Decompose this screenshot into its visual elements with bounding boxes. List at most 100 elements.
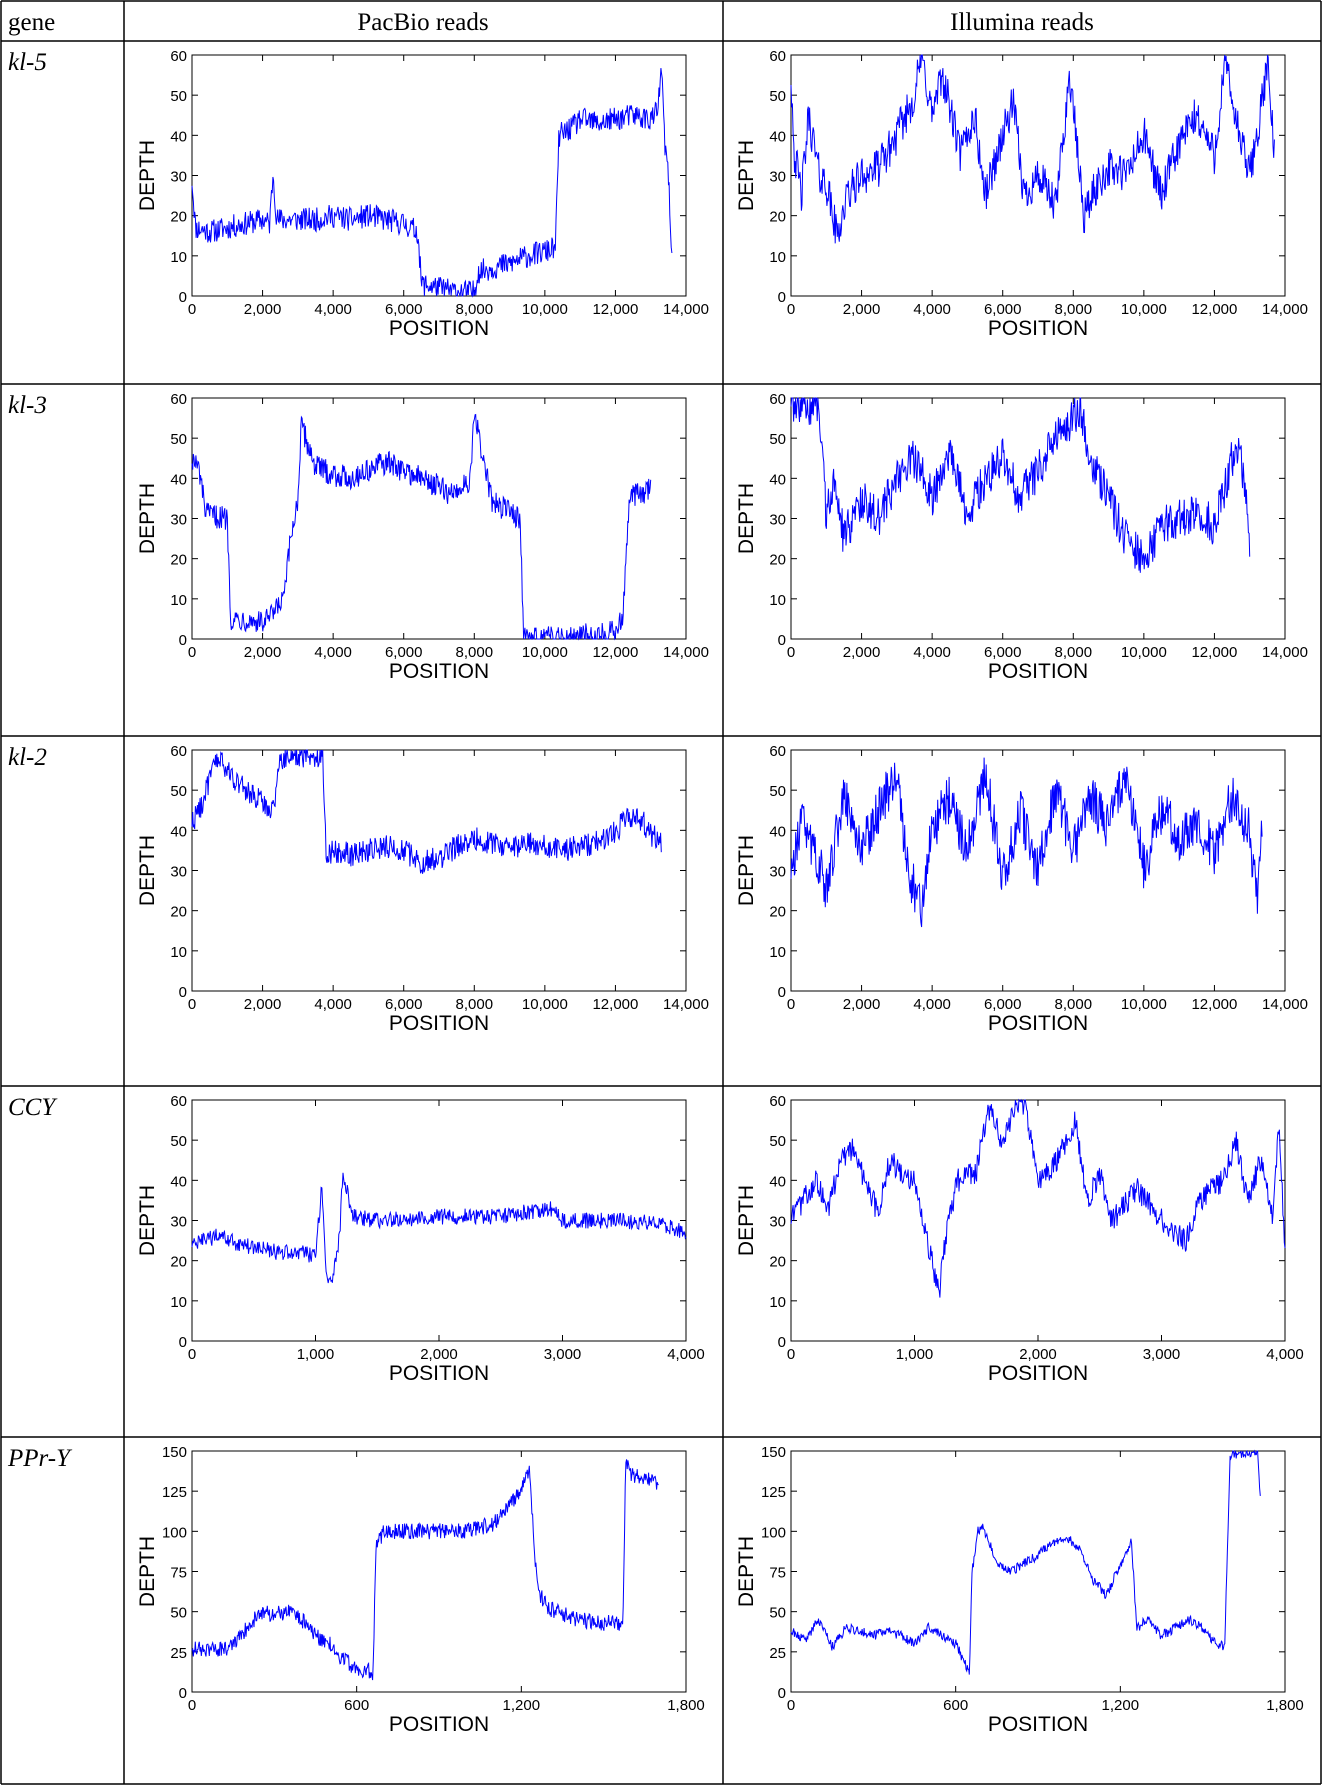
- x-tick-label: 6,000: [385, 301, 423, 318]
- gene-rows: kl-5 0 2,000 4,000 6,000 8,000 10,000 12,000 14,…: [7, 48, 1308, 1736]
- y-tick-label: 10: [170, 1294, 187, 1311]
- x-tick-label: 6,000: [385, 644, 423, 661]
- y-tick-label: 30: [769, 1214, 786, 1231]
- x-tick-label: 14,000: [1262, 996, 1308, 1013]
- depth-series-line: [191, 1172, 687, 1284]
- pacbio-depth-chart: 0 1,000 2,000 3,000 4,000 0 10 20 30 40 50 60 POSITI…: [136, 1093, 705, 1385]
- gene-name: kl-5: [8, 49, 47, 76]
- y-tick-label: 150: [761, 1444, 786, 1461]
- y-tick-label: 0: [179, 984, 187, 1001]
- x-axis-label: POSITION: [988, 1012, 1088, 1035]
- x-tick-label: 2,000: [843, 644, 881, 661]
- x-tick-label: 12,000: [592, 644, 638, 661]
- illumina-depth-chart: 0 2,000 4,000 6,000 8,000 10,000 12,000 14,000 0…: [735, 743, 1308, 1035]
- depth-series-line: [790, 54, 1275, 244]
- x-axis-label: POSITION: [988, 1713, 1088, 1736]
- y-tick-label: 125: [162, 1484, 187, 1501]
- x-axis-label: POSITION: [389, 1362, 489, 1385]
- x-tick-label: 2,000: [244, 996, 282, 1013]
- y-tick-label: 40: [170, 128, 187, 145]
- gene-name: PPr-Y: [7, 1445, 73, 1472]
- y-tick-label: 40: [769, 1173, 786, 1190]
- x-tick-label: 4,000: [913, 996, 951, 1013]
- y-axis-label: DEPTH: [136, 140, 159, 211]
- y-tick-label: 60: [769, 391, 786, 408]
- gene-name: kl-2: [8, 744, 47, 771]
- x-axis-label: POSITION: [389, 1713, 489, 1736]
- y-tick-label: 20: [170, 904, 187, 921]
- y-axis-label: DEPTH: [735, 140, 758, 211]
- x-tick-label: 10,000: [1121, 996, 1167, 1013]
- y-tick-label: 10: [170, 592, 187, 609]
- x-tick-label: 12,000: [1191, 996, 1237, 1013]
- plot-frame: [790, 1450, 1286, 1693]
- y-tick-label: 50: [769, 783, 786, 800]
- x-tick-label: 3,000: [544, 1346, 582, 1363]
- y-tick-label: 0: [778, 289, 786, 306]
- x-tick-label: 1,800: [1266, 1697, 1304, 1714]
- y-tick-label: 75: [769, 1565, 786, 1582]
- x-tick-label: 0: [188, 644, 196, 661]
- illumina-depth-chart: 0 1,000 2,000 3,000 4,000 0 10 20 30 40 50 60 POSITI…: [735, 1093, 1304, 1385]
- y-tick-label: 25: [170, 1645, 187, 1662]
- plot-frame: [191, 1450, 687, 1693]
- x-tick-label: 6,000: [984, 996, 1022, 1013]
- x-tick-label: 4,000: [1266, 1346, 1304, 1363]
- y-tick-label: 60: [769, 48, 786, 65]
- y-tick-label: 50: [769, 1133, 786, 1150]
- y-tick-label: 10: [769, 1294, 786, 1311]
- y-tick-label: 0: [179, 632, 187, 649]
- x-axis-label: POSITION: [988, 1362, 1088, 1385]
- y-tick-label: 30: [170, 1214, 187, 1231]
- y-tick-label: 40: [769, 471, 786, 488]
- y-tick-label: 50: [170, 783, 187, 800]
- gene-name: kl-3: [8, 392, 47, 419]
- depth-series-line: [191, 413, 652, 641]
- y-axis-label: DEPTH: [136, 1185, 159, 1256]
- y-tick-label: 125: [761, 1484, 786, 1501]
- depth-series-line: [790, 757, 1263, 928]
- y-tick-label: 50: [769, 1605, 786, 1622]
- x-tick-label: 2,000: [420, 1346, 458, 1363]
- x-tick-label: 14,000: [663, 644, 709, 661]
- x-tick-label: 600: [943, 1697, 968, 1714]
- y-tick-label: 20: [170, 552, 187, 569]
- x-tick-label: 2,000: [244, 301, 282, 318]
- x-tick-label: 8,000: [456, 301, 494, 318]
- x-tick-label: 0: [787, 644, 795, 661]
- x-tick-label: 0: [787, 1346, 795, 1363]
- y-tick-label: 60: [769, 1093, 786, 1110]
- y-axis-label: DEPTH: [136, 835, 159, 906]
- y-tick-label: 75: [170, 1565, 187, 1582]
- y-tick-label: 60: [170, 743, 187, 760]
- x-tick-label: 2,000: [843, 301, 881, 318]
- y-tick-label: 0: [778, 984, 786, 1001]
- x-tick-label: 10,000: [1121, 301, 1167, 318]
- y-tick-label: 0: [179, 1334, 187, 1351]
- depth-series-line: [790, 397, 1251, 573]
- x-tick-label: 4,000: [314, 301, 352, 318]
- x-tick-label: 10,000: [522, 996, 568, 1013]
- x-tick-label: 2,000: [843, 996, 881, 1013]
- y-tick-label: 40: [170, 471, 187, 488]
- x-tick-label: 0: [787, 996, 795, 1013]
- depth-series-line: [790, 1449, 1261, 1675]
- plot-frame: [790, 1099, 1286, 1342]
- gene-name: CCY: [8, 1094, 58, 1121]
- x-tick-label: 14,000: [1262, 644, 1308, 661]
- x-tick-label: 8,000: [456, 996, 494, 1013]
- x-tick-label: 4,000: [314, 996, 352, 1013]
- y-tick-label: 50: [170, 431, 187, 448]
- y-tick-label: 10: [769, 249, 786, 266]
- x-tick-label: 0: [188, 996, 196, 1013]
- x-axis-label: POSITION: [389, 317, 489, 340]
- y-tick-label: 30: [769, 512, 786, 529]
- plot-frame: [790, 397, 1286, 640]
- x-tick-label: 0: [787, 301, 795, 318]
- x-tick-label: 4,000: [314, 644, 352, 661]
- x-tick-label: 14,000: [663, 996, 709, 1013]
- x-tick-label: 1,000: [896, 1346, 934, 1363]
- y-tick-label: 30: [170, 512, 187, 529]
- x-tick-label: 600: [344, 1697, 369, 1714]
